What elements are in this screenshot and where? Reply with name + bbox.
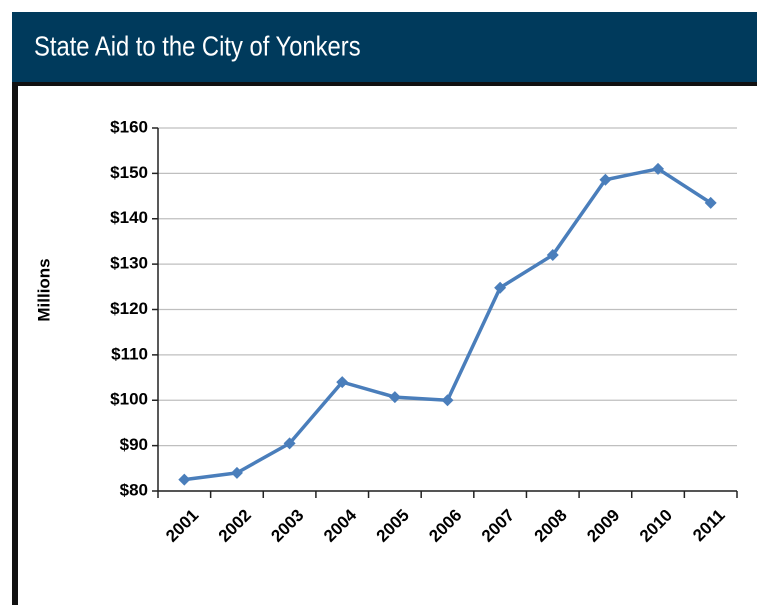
- y-tick-label: $100: [110, 390, 148, 409]
- x-tick-label: 2010: [636, 506, 676, 546]
- data-point: [230, 466, 243, 479]
- header-bar: [12, 12, 757, 82]
- data-point: [652, 162, 665, 175]
- y-axis-label: Millions: [34, 258, 53, 321]
- data-point: [546, 249, 559, 262]
- y-tick-label: $160: [110, 117, 148, 136]
- y-tick-label: $140: [110, 208, 148, 227]
- x-tick-label: 2006: [425, 506, 465, 546]
- x-tick-label: 2007: [478, 506, 518, 546]
- data-point: [441, 394, 454, 407]
- data-point: [388, 391, 401, 404]
- x-tick-label: 2005: [373, 506, 413, 546]
- y-tick-label: $80: [120, 480, 148, 499]
- data-point: [336, 376, 349, 389]
- x-tick-label: 2008: [531, 506, 571, 546]
- y-tick-label: $130: [110, 254, 148, 273]
- x-tick-label: 2003: [267, 506, 307, 546]
- x-tick-label: 2004: [320, 505, 361, 546]
- x-tick-label: 2001: [162, 506, 202, 546]
- data-point: [494, 281, 507, 294]
- data-point: [599, 173, 612, 186]
- y-tick-label: $90: [120, 435, 148, 454]
- data-point: [178, 473, 191, 486]
- chart-title: State Aid to the City of Yonkers: [34, 30, 361, 62]
- data-point: [704, 196, 717, 209]
- data-point: [283, 437, 296, 450]
- x-tick-label: 2009: [583, 506, 623, 546]
- frame-top: [12, 82, 757, 86]
- frame-left: [12, 82, 18, 605]
- x-tick-label: 2011: [689, 506, 729, 546]
- x-tick-label: 2002: [215, 506, 255, 546]
- y-tick-label: $150: [110, 163, 148, 182]
- y-tick-label: $120: [110, 299, 148, 318]
- y-tick-label: $110: [111, 344, 148, 363]
- data-line: [184, 167, 712, 482]
